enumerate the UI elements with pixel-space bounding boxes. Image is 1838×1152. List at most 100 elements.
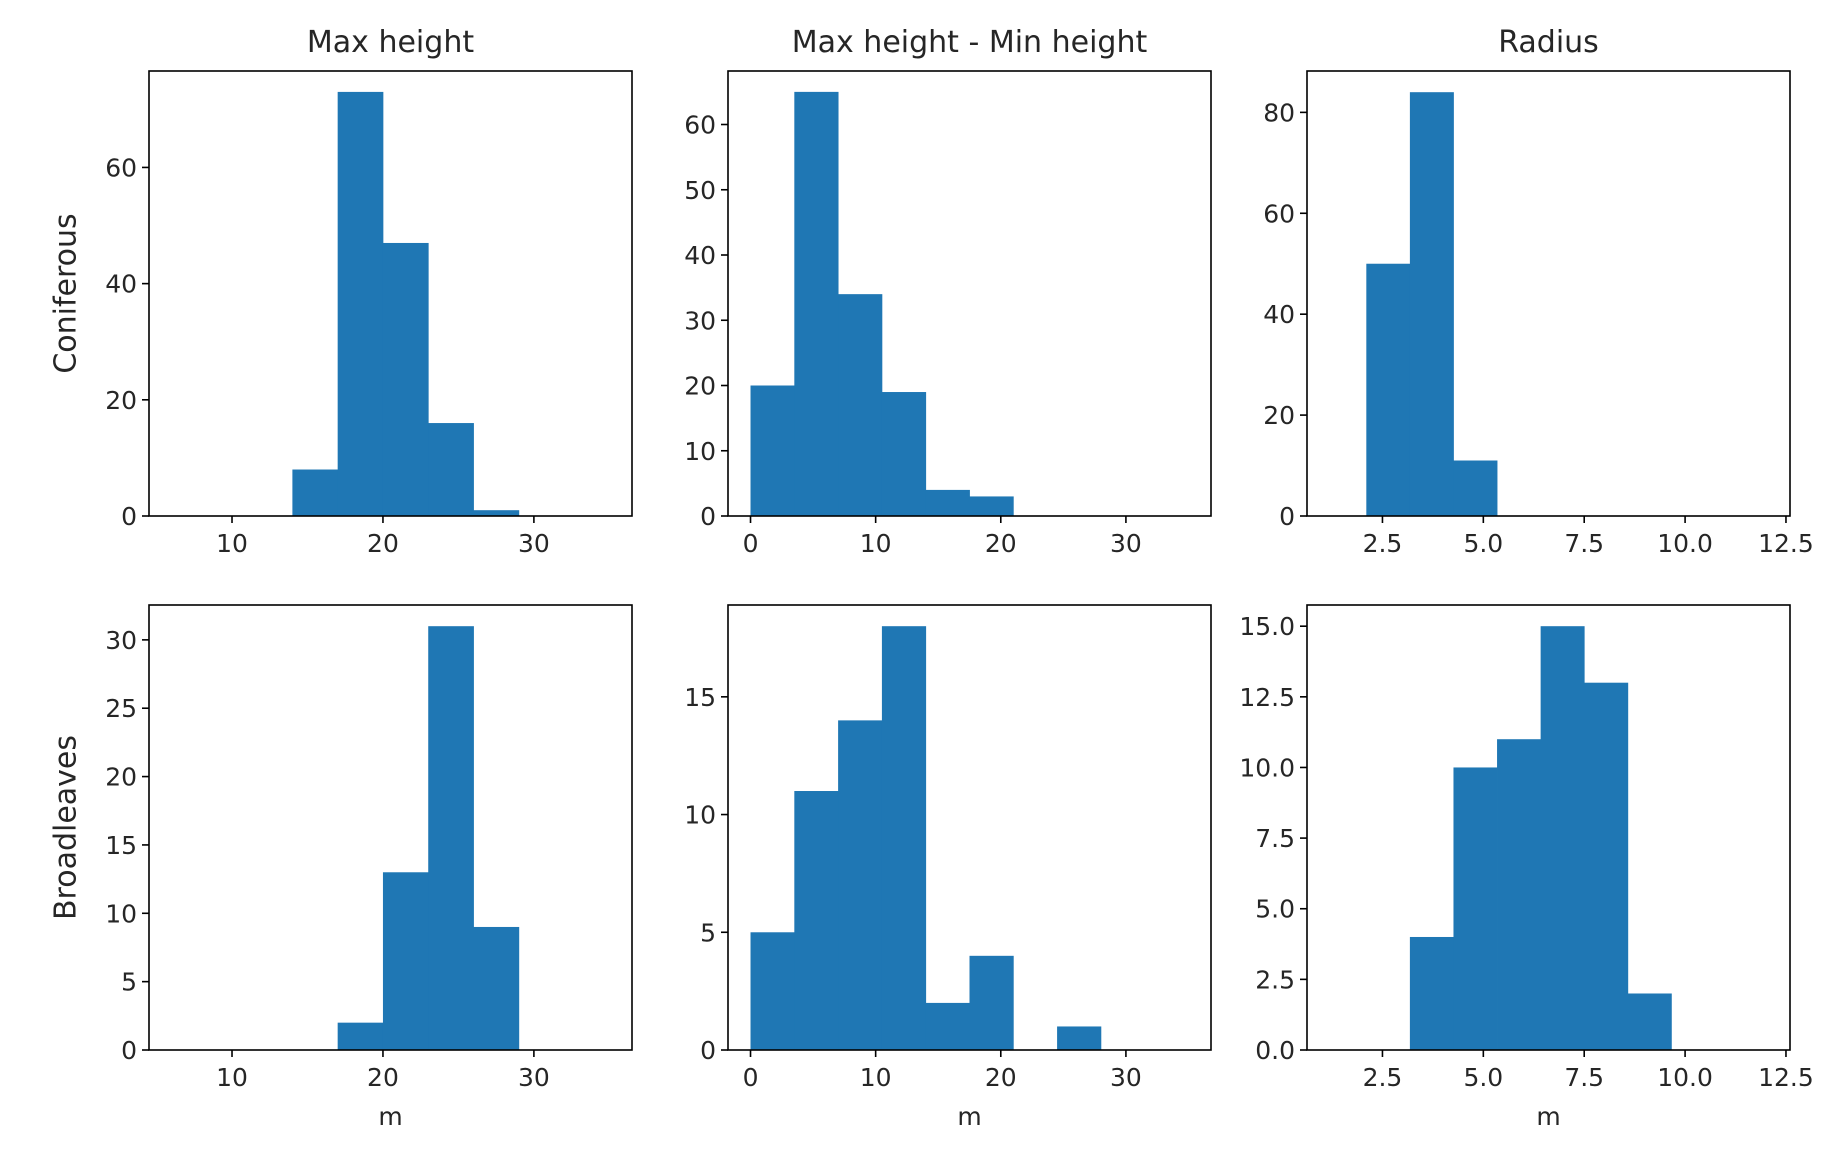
subplot-2-2: 0 10 20 30 0 5 10 15 m [684, 604, 1212, 1131]
subplot-1-2: 0 10 20 30 0 10 20 30 40 50 60 Max height - Min hei… [684, 25, 1212, 558]
histogram-bar [1409, 92, 1454, 516]
row-label-coniferous: Coniferous [49, 213, 84, 373]
y-tick-label: 40 [1263, 300, 1295, 329]
histogram-bar [428, 626, 474, 1050]
y-tick-label: 80 [1263, 98, 1295, 127]
x-tick-label: 12.5 [1758, 529, 1814, 558]
x-tick-label: 10.0 [1657, 1063, 1713, 1092]
histogram-bar [1057, 1026, 1102, 1050]
y-tick-label: 25 [105, 694, 137, 723]
y-tick-label: 60 [1263, 199, 1295, 228]
y-tick-label: 60 [105, 153, 137, 182]
histogram-bar [794, 791, 839, 1050]
histogram-bar [1584, 682, 1629, 1050]
x-tick-label: 30 [1110, 1063, 1142, 1092]
histogram-bar [969, 955, 1014, 1050]
y-tick-label: 7.5 [1255, 824, 1295, 853]
y-tick-label: 0 [121, 1036, 137, 1065]
x-tick-label: 20 [367, 529, 399, 558]
subplot-2-1: 10 20 30 0 5 10 15 20 25 30 m Broadleaves [49, 604, 633, 1131]
x-tick-label: 10.0 [1657, 529, 1713, 558]
histogram-bar [881, 392, 927, 516]
histogram-bar [1453, 460, 1498, 516]
y-tick-label: 0 [700, 502, 716, 531]
histogram-bar [382, 872, 429, 1050]
axes-frame [1306, 604, 1791, 1051]
x-tick-label: 7.5 [1564, 1063, 1604, 1092]
x-tick-label: 0 [743, 1063, 759, 1092]
axes-frame [148, 604, 633, 1051]
x-axis-label: m [1536, 1102, 1560, 1131]
histogram-bar [969, 496, 1014, 516]
y-tick-label: 10.0 [1239, 753, 1295, 782]
histogram-bar [1409, 936, 1454, 1050]
y-tick-label: 40 [684, 241, 716, 270]
y-tick-label: 20 [1263, 401, 1295, 430]
x-tick-label: 7.5 [1564, 529, 1604, 558]
axes-frame [727, 604, 1212, 1051]
histogram-bar [1453, 767, 1498, 1050]
x-tick-label: 30 [518, 529, 550, 558]
histogram-bar [1540, 626, 1585, 1050]
y-tick-label: 5.0 [1255, 895, 1295, 924]
subplot-2-3: 2.5 5.0 7.5 10.0 12.5 0.0 2.5 5.0 7.5 10.0 12.5 15.… [1239, 604, 1814, 1131]
y-tick-label: 40 [105, 270, 137, 299]
x-tick-label: 5.0 [1463, 1063, 1503, 1092]
histogram-bar [337, 1022, 384, 1050]
histogram-bar [925, 489, 970, 516]
y-tick-label: 15 [105, 831, 137, 860]
histogram-bar [473, 510, 520, 516]
x-tick-label: 10 [216, 529, 248, 558]
y-tick-label: 10 [684, 437, 716, 466]
x-tick-label: 2.5 [1363, 529, 1403, 558]
x-tick-label: 5.0 [1463, 529, 1503, 558]
histogram-bar [1497, 739, 1542, 1050]
histogram-bar [750, 932, 795, 1050]
x-tick-label: 10 [860, 1063, 892, 1092]
x-axis-label: m [378, 1102, 402, 1131]
axes-frame [1306, 70, 1791, 517]
axes-frame [148, 70, 633, 517]
histogram-bar [382, 242, 429, 516]
y-tick-label: 15.0 [1239, 612, 1295, 641]
x-tick-label: 30 [518, 1063, 550, 1092]
histogram-bar [1366, 263, 1411, 516]
x-tick-label: 12.5 [1758, 1063, 1814, 1092]
y-tick-label: 5 [121, 968, 137, 997]
row-label-broadleaves: Broadleaves [49, 735, 84, 920]
x-tick-label: 20 [367, 1063, 399, 1092]
y-tick-label: 10 [684, 801, 716, 830]
histogram-bar [292, 469, 339, 516]
histogram-bar [428, 423, 474, 516]
x-tick-label: 20 [985, 529, 1017, 558]
subplot-title: Max height [307, 25, 474, 60]
x-tick-label: 10 [216, 1063, 248, 1092]
subplot-1-1: 10 20 30 0 20 40 60 Max height Coniferous [49, 25, 633, 558]
x-axis-label: m [957, 1102, 981, 1131]
y-tick-label: 50 [684, 176, 716, 205]
histogram-bar [473, 926, 520, 1050]
y-tick-label: 10 [105, 899, 137, 928]
y-tick-label: 20 [105, 763, 137, 792]
x-tick-label: 0 [743, 529, 759, 558]
histogram-bar [794, 91, 839, 516]
y-tick-label: 60 [684, 111, 716, 140]
y-tick-label: 30 [105, 626, 137, 655]
x-tick-label: 10 [860, 529, 892, 558]
y-tick-label: 20 [105, 386, 137, 415]
x-tick-label: 30 [1110, 529, 1142, 558]
histogram-bar [838, 294, 883, 516]
y-tick-label: 30 [684, 306, 716, 335]
histogram-bar [750, 385, 795, 516]
histogram-bar [881, 626, 927, 1050]
y-tick-label: 0 [121, 502, 137, 531]
axes-frame [727, 70, 1212, 517]
y-tick-label: 15 [684, 683, 716, 712]
x-tick-label: 2.5 [1363, 1063, 1403, 1092]
subplot-title: Radius [1498, 25, 1599, 60]
y-tick-label: 5 [700, 918, 716, 947]
y-tick-label: 0 [700, 1036, 716, 1065]
y-tick-label: 2.5 [1255, 965, 1295, 994]
subplot-1-3: 2.5 5.0 7.5 10.0 12.5 0 20 40 60 80 Radius [1263, 25, 1814, 558]
